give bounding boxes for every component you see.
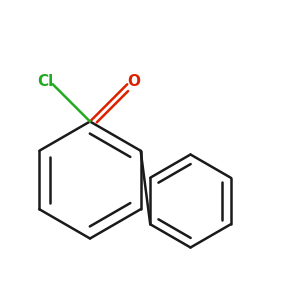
Text: O: O: [127, 74, 140, 89]
Text: Cl: Cl: [37, 74, 53, 89]
